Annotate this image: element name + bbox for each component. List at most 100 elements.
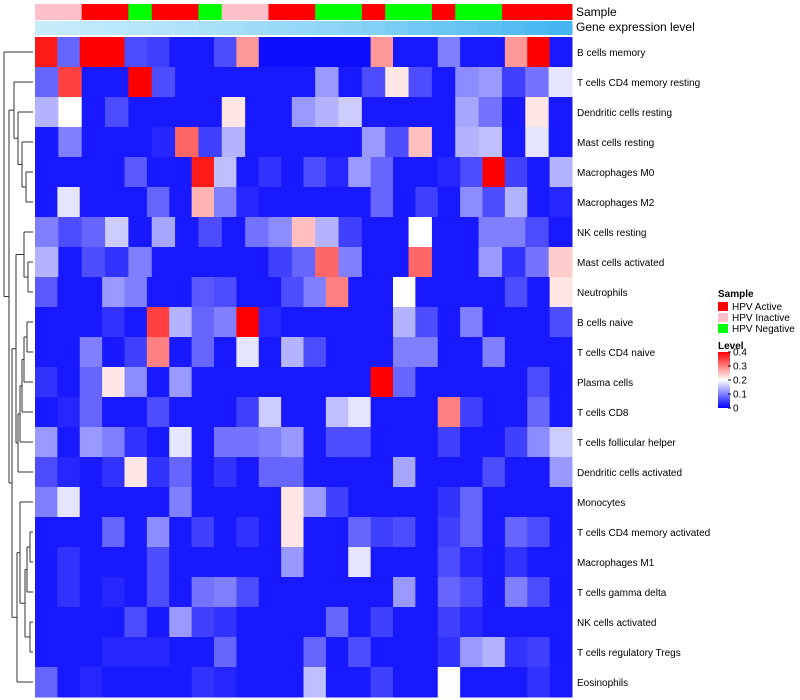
heatmap-cell [482,37,506,68]
heatmap-cell [81,127,106,158]
heatmap-cell [527,457,551,488]
expression-annotation-cell [151,21,176,35]
sample-annotation-cell [291,4,316,20]
heatmap-cell [236,427,260,458]
heatmap-cell [303,427,327,458]
heatmap-cell [57,487,81,518]
row-label: T cells follicular helper [577,438,676,449]
heatmap-cell [385,217,410,248]
heatmap-cell [549,487,573,518]
heatmap-cell [105,97,129,128]
heatmap-cell [525,217,550,248]
heatmap-cell [303,607,327,638]
heatmap-cell [393,577,416,608]
heatmap-cell [79,307,103,338]
heatmap-cell [482,337,506,368]
heatmap-cell [338,247,363,278]
heatmap-cell [57,577,81,608]
heatmap-cell [527,427,551,458]
heatmap-cell [214,577,237,608]
heatmap-cell [57,637,81,668]
heatmap-cell [415,337,439,368]
heatmap-cell [151,247,176,278]
heatmap-cell [370,277,394,308]
heatmap-cell [102,337,125,368]
row-label: T cells CD8 [577,408,629,419]
heatmap-cell [198,247,223,278]
heatmap-cell [258,607,282,638]
heatmap-cell [460,427,483,458]
heatmap-cell [504,37,528,68]
heatmap-cell [431,217,456,248]
heatmap-cell [478,247,503,278]
heatmap-cell [102,277,125,308]
expression-annotation-cell [315,21,340,35]
heatmap-cell [393,457,416,488]
heatmap-cell [35,397,58,428]
heatmap-cell [191,667,215,698]
heatmap-cell [370,157,394,188]
heatmap-cell [370,487,394,518]
heatmap-cell [281,517,304,548]
heatmap-cell [169,667,193,698]
heatmap-cell [146,37,170,68]
heatmap-cell [325,187,349,218]
expression-annotation-cell [35,21,59,35]
heatmap-cell [258,187,282,218]
heatmap-cell [482,367,506,398]
heatmap-cell [169,487,193,518]
heatmap-cell [169,367,193,398]
heatmap-cell [102,157,125,188]
heatmap-cell [504,277,528,308]
heatmap-cell [102,427,125,458]
heatmap-cell [437,457,461,488]
heatmap-cell [35,37,58,68]
heatmap-cell [325,307,349,338]
heatmap-cell [57,187,81,218]
heatmap-cell [35,307,58,338]
heatmap-cell [169,307,193,338]
heatmap-cell [268,247,293,278]
heatmap-cell [527,667,551,698]
heatmap-cell [35,427,58,458]
heatmap-cell [527,397,551,428]
heatmap-cell [281,487,304,518]
heatmap-cell [482,397,506,428]
heatmap-cell [191,367,215,398]
heatmap-cell [315,247,340,278]
heatmap-cell [437,427,461,458]
heatmap-cell [245,247,269,278]
row-label: Macrophages M0 [577,168,655,179]
row-label: T cells regulatory Tregs [577,648,681,659]
row-label: B cells naive [577,318,634,329]
heatmap-cell [385,97,410,128]
heatmap-cell [128,127,153,158]
heatmap-cell [504,157,528,188]
heatmap-cell [460,607,483,638]
heatmap-cell [527,187,551,218]
heatmap-cell [102,637,125,668]
legend-color-bar [718,352,730,408]
heatmap-cell [315,217,340,248]
heatmap-cell [501,247,526,278]
row-label: Dendritic cells activated [577,468,682,479]
heatmap-cell [370,457,394,488]
heatmap-cell [348,187,372,218]
expression-annotation-cell [175,21,199,35]
heatmap-cell [370,667,394,698]
sample-annotation-cell [408,4,433,20]
expression-annotation-bar [35,21,573,35]
heatmap-cell [146,427,170,458]
heatmap-cell [437,577,461,608]
heatmap-cell [58,127,83,158]
heatmap-cell [431,97,456,128]
heatmap-cell [361,217,386,248]
heatmap-cell [146,157,170,188]
heatmap-cell [128,97,153,128]
heatmap-cell [102,547,125,578]
heatmap-cell [105,67,129,98]
heatmap-cell [415,487,439,518]
heatmap-cell [79,577,103,608]
legend-entry-label: HPV Negative [732,324,795,335]
